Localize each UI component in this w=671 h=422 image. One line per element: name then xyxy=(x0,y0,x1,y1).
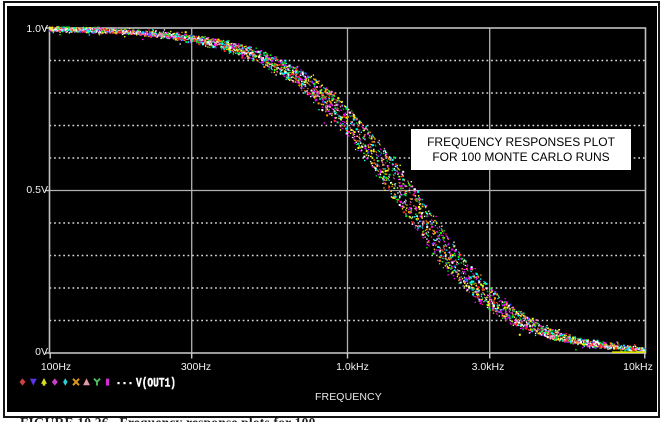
svg-text:V(OUT1): V(OUT1) xyxy=(136,376,176,391)
